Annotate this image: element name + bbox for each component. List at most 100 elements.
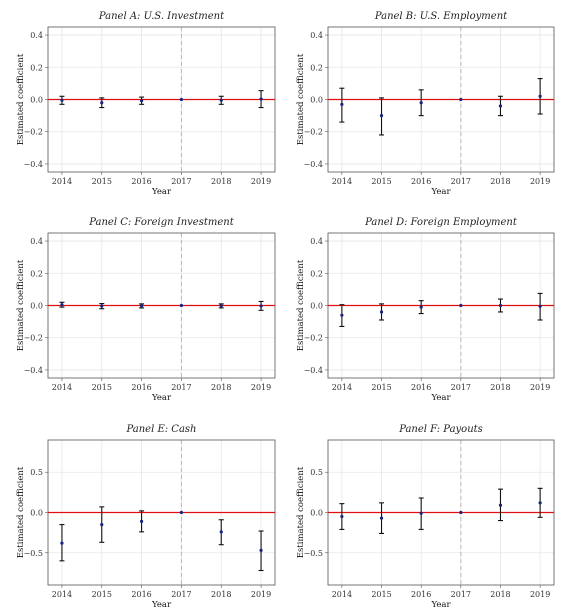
x-tick-label: 2015 — [92, 177, 112, 186]
data-point — [219, 304, 223, 308]
x-tick-label: 2015 — [371, 177, 391, 186]
panel-f: Panel F: Payouts −0.5 0.0 0.5 2014 2015 2016 20… — [296, 424, 555, 610]
panel-title: Panel C: Foreign Investment — [88, 217, 234, 228]
x-tick-label: 2015 — [371, 590, 391, 599]
x-tick-label: 2015 — [92, 590, 112, 599]
x-tick-label: 2014 — [52, 177, 72, 186]
x-tick-label: 2019 — [251, 590, 271, 599]
y-tick-label: 0.0 — [30, 96, 43, 105]
data-point — [379, 516, 384, 520]
y-tick-label: −0.4 — [24, 366, 43, 375]
x-axis-label: Year — [430, 600, 451, 610]
x-tick-label: 2016 — [131, 590, 151, 599]
data-point — [179, 510, 184, 515]
x-tick-label: 2016 — [411, 383, 431, 392]
panel-title: Panel F: Payouts — [398, 424, 483, 435]
data-point — [538, 501, 542, 505]
y-axis-label: Estimated coefficient — [296, 259, 306, 351]
x-tick-label: 2015 — [92, 383, 112, 392]
y-tick-label: 0.2 — [30, 269, 43, 278]
data-point — [340, 102, 344, 106]
y-tick-label: 0.4 — [310, 237, 323, 246]
x-tick-label: 2018 — [211, 177, 231, 186]
x-tick-label: 2014 — [332, 177, 352, 186]
y-tick-label: 0.0 — [310, 509, 323, 518]
y-tick-label: 0.0 — [310, 96, 323, 105]
data-point — [259, 304, 263, 308]
y-tick-label: −0.4 — [304, 366, 323, 375]
x-tick-label: 2018 — [211, 590, 231, 599]
x-tick-label: 2018 — [490, 590, 510, 599]
x-tick-label: 2019 — [251, 177, 271, 186]
data-point — [60, 541, 64, 545]
y-tick-label: 0.4 — [30, 31, 43, 40]
x-tick-label: 2019 — [251, 383, 271, 392]
panel-a: Panel A: U.S. Investment −0.4 −0.2 0.0 0.2 0.… — [16, 11, 276, 197]
y-tick-label: −0.5 — [304, 549, 323, 558]
y-tick-label: 0.4 — [310, 31, 323, 40]
data-point — [459, 97, 463, 102]
y-tick-label: 0.0 — [310, 302, 323, 311]
y-tick-label: 0.5 — [30, 468, 43, 477]
x-tick-label: 2017 — [451, 590, 471, 599]
x-tick-label: 2017 — [171, 383, 191, 392]
data-point — [419, 511, 423, 515]
x-tick-label: 2018 — [211, 383, 231, 392]
data-point — [139, 304, 144, 308]
data-point — [379, 114, 384, 118]
y-tick-label: −0.5 — [24, 549, 43, 558]
data-point — [459, 303, 463, 308]
x-tick-label: 2015 — [371, 383, 391, 392]
data-point — [179, 303, 184, 308]
y-tick-label: 0.0 — [30, 509, 43, 518]
x-tick-label: 2014 — [332, 590, 352, 599]
panel-title: Panel E: Cash — [125, 424, 196, 435]
data-point — [419, 305, 423, 309]
data-point — [259, 97, 263, 101]
data-point — [498, 503, 503, 507]
data-point — [139, 519, 144, 523]
y-tick-label: 0.2 — [310, 63, 323, 72]
x-tick-label: 2018 — [490, 177, 510, 186]
y-tick-label: −0.4 — [304, 160, 323, 169]
y-axis-label: Estimated coefficient — [296, 53, 306, 145]
y-tick-label: 0.0 — [30, 302, 43, 311]
panel-e: Panel E: Cash −0.5 0.0 0.5 2014 2015 2016 2017 2… — [16, 424, 276, 610]
data-point — [100, 522, 104, 527]
panel-title: Panel A: U.S. Investment — [98, 11, 225, 22]
data-point — [419, 101, 423, 105]
x-tick-label: 2019 — [530, 177, 550, 186]
y-tick-label: −0.2 — [24, 334, 43, 343]
data-point — [60, 98, 64, 102]
panel-c: Panel C: Foreign Investment −0.4 −0.2 0.0 0.… — [16, 217, 276, 403]
y-tick-label: −0.2 — [24, 128, 43, 137]
x-axis-label: Year — [151, 187, 172, 197]
y-tick-label: −0.4 — [24, 160, 43, 169]
y-tick-label: 0.5 — [310, 468, 323, 477]
x-tick-label: 2017 — [171, 177, 191, 186]
x-tick-label: 2016 — [411, 590, 431, 599]
data-point — [219, 530, 223, 534]
x-tick-label: 2017 — [451, 383, 471, 392]
panel-title: Panel B: U.S. Employment — [374, 11, 508, 22]
y-axis-label: Estimated coefficient — [16, 466, 26, 558]
x-axis-label: Year — [151, 393, 172, 403]
x-tick-label: 2016 — [131, 383, 151, 392]
y-tick-label: −0.2 — [304, 334, 323, 343]
x-tick-label: 2016 — [131, 177, 151, 186]
data-point — [179, 97, 184, 102]
y-axis-label: Estimated coefficient — [296, 466, 306, 558]
data-point — [340, 313, 344, 317]
x-tick-label: 2019 — [530, 383, 550, 392]
y-tick-label: 0.2 — [30, 63, 43, 72]
y-tick-label: 0.2 — [310, 269, 323, 278]
x-tick-label: 2017 — [171, 590, 191, 599]
x-tick-label: 2019 — [530, 590, 550, 599]
data-point — [100, 101, 104, 105]
x-tick-label: 2014 — [332, 383, 352, 392]
data-point — [498, 104, 503, 108]
panel-title: Panel D: Foreign Employment — [364, 217, 518, 228]
data-point — [538, 94, 542, 98]
panel-d: Panel D: Foreign Employment −0.4 −0.2 0.0 0.… — [296, 217, 555, 403]
